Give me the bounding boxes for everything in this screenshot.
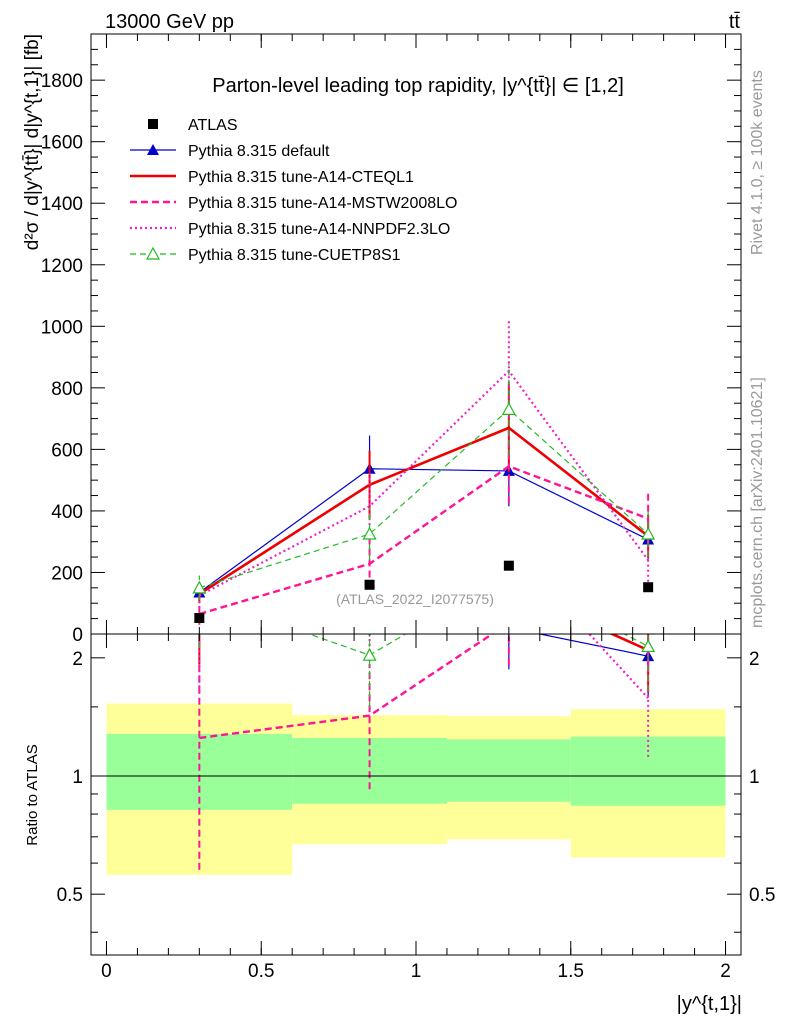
analysis-watermark: (ATLAS_2022_I2077575) [336,591,494,607]
ratio-point-4-1 [362,647,377,661]
y-tick-label-4: 800 [51,379,83,400]
y-tick-label-7: 1400 [41,194,83,215]
legend-marker-data [148,119,158,129]
data-point-3 [643,582,654,593]
y-tick-label-6: 1200 [41,256,83,277]
axis-ticks: 0 200 400 600 800 1000 1200 1400 1600 1800 0 0.5 1 1.… [41,34,775,982]
ratio-point-4-3 [641,639,656,653]
y-tick-label-5: 1000 [41,317,83,338]
ratio-tick-label-1: 1 [72,767,83,788]
ratio-tick-label-right-0: 0.5 [749,885,775,906]
x-tick-label-3: 1.5 [558,961,584,982]
legend-marker-0 [147,144,159,155]
y-tick-label-8: 1600 [41,133,83,154]
legend-label-0: Pythia 8.315 default [188,143,330,160]
series-line-4 [199,408,649,589]
legend-label-1: Pythia 8.315 tune-A14-CTEQL1 [188,169,414,186]
series-line-3 [198,369,650,597]
ratio-axis-label: Ratio to ATLAS [24,744,41,845]
x-tick-label-2: 1 [411,961,422,982]
ratio-line-0 [536,634,649,657]
x-tick-label-0: 0 [101,961,112,982]
band-inner-2 [446,739,571,802]
ratio-tick-label-right-1: 1 [749,767,760,788]
series-point-4-2 [501,402,516,415]
band-inner-3 [570,736,726,806]
series-line-1 [198,426,649,596]
y-tick-label-0: 0 [72,625,83,646]
series-line-0 [198,468,649,593]
series-point-4-3 [641,526,656,540]
header-left: 13000 GeV pp [105,11,234,33]
legend-label-3: Pythia 8.315 tune-A14-NNPDF2.3LO [188,221,450,238]
data-point-1 [364,579,375,590]
legend: ATLAS Pythia 8.315 default Pythia 8.315 tu… [130,117,457,264]
ratio-tick-label-right-2: 2 [749,649,760,670]
y-tick-label-3: 600 [51,440,83,461]
x-axis-label: |y^{t,1}| [677,993,742,1015]
ratio-tick-label-0: 0.5 [57,885,83,906]
ratio-line-2 [199,634,495,740]
data-point-0 [194,613,205,623]
band-inner-1 [292,737,447,804]
y-tick-label-2: 400 [51,502,83,523]
data-points-layer [194,560,654,623]
header-right: tt̄ [729,11,741,33]
side-label-rivet: Rivet 4.1.0, ≥ 100k events [749,70,766,255]
series-point-4-1 [362,526,377,540]
legend-label-data: ATLAS [188,117,238,134]
side-label-mcplots: mcplots.cern.ch [arXiv:2401.10621] [749,377,766,628]
legend-marker-4 [145,246,161,260]
data-point-2 [503,560,514,571]
x-tick-label-4: 2 [720,961,731,982]
legend-label-4: Pythia 8.315 tune-CUETP8S1 [188,247,401,264]
ratio-line-3 [587,634,649,699]
y-tick-label-1: 200 [51,563,83,584]
x-tick-label-1: 0.5 [248,961,274,982]
chart-title: Parton-level leading top rapidity, |y^{t… [212,75,624,97]
ratio-tick-label-2: 2 [72,649,83,670]
series-line-2 [198,464,649,616]
y-tick-label-9: 1800 [41,71,83,92]
main-series-layer [192,318,656,625]
y-axis-label: d²σ / d|y^{tt̄}| d|y^{t,1}| [fb] [22,34,43,250]
legend-label-2: Pythia 8.315 tune-A14-MSTW2008LO [188,195,457,212]
series-point-4-0 [192,580,207,594]
ratio-uncertainty-bands [106,703,726,875]
